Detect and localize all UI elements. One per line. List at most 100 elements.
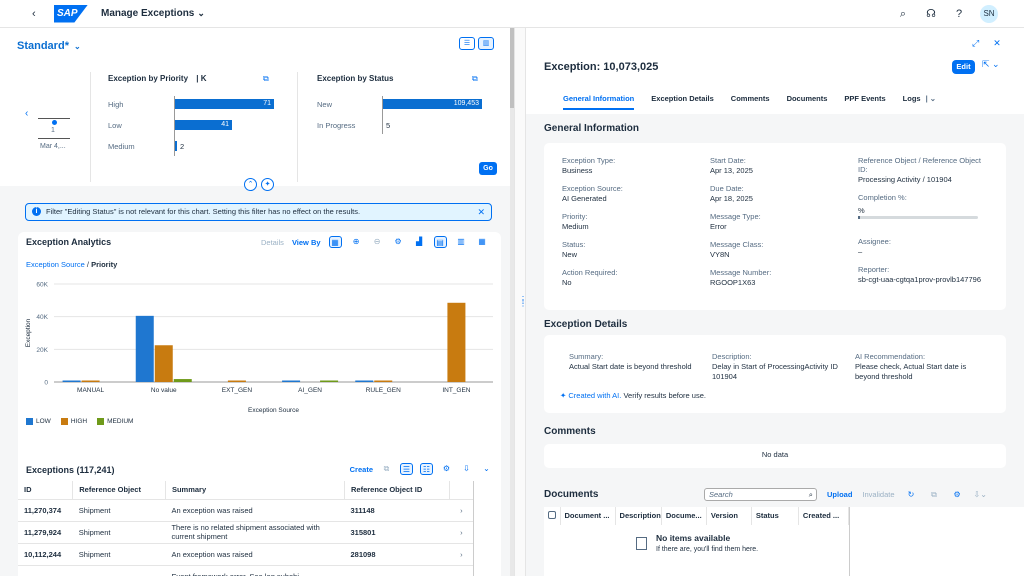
column-header[interactable]: ID — [18, 481, 74, 500]
table-row[interactable]: 11,279,924 Shipment There is no related sh… — [18, 521, 473, 544]
chevron-right-icon[interactable]: › — [449, 521, 473, 544]
timeline-point[interactable] — [52, 120, 57, 125]
tab-logs[interactable]: Logs | ⌄ — [902, 94, 937, 103]
group-icon[interactable]: ☷ — [420, 463, 433, 475]
tab-comments[interactable]: Comments — [730, 94, 770, 103]
create-button[interactable]: Create — [349, 464, 373, 474]
external-link-icon[interactable]: ⧉ — [472, 74, 478, 83]
settings-icon[interactable]: ⚙ — [953, 489, 961, 499]
compact-filter-toggle-icon[interactable]: ☰ — [459, 37, 475, 50]
priority-bar[interactable] — [174, 141, 177, 151]
section-tabs: General Information Exception Details Comm… — [563, 94, 953, 110]
chevron-down-icon[interactable]: ⌄ — [483, 464, 490, 473]
sort-icon[interactable]: ☰ — [400, 463, 413, 475]
external-link-icon[interactable]: ⧉ — [263, 74, 269, 83]
chevron-right-icon[interactable]: › — [449, 543, 473, 566]
table-row[interactable]: 11,270,374 Shipment An exception was raise… — [18, 499, 473, 522]
refresh-icon[interactable]: ↻ — [907, 489, 915, 499]
table-row[interactable]: Event framework error. See log subobj — [18, 565, 473, 576]
column-header[interactable]: Summary — [165, 481, 345, 500]
collapse-header-icon[interactable]: ⌃ — [244, 178, 257, 191]
pane-splitter[interactable]: ⋮ ⋮ — [514, 28, 527, 576]
upload-button[interactable]: Upload — [827, 490, 853, 499]
table-view-icon[interactable]: ▦ — [478, 237, 486, 246]
edit-button[interactable]: Edit — [952, 60, 975, 74]
share-icon[interactable]: ⇱ ⌄ — [982, 59, 1000, 69]
search-icon[interactable]: ⌕ — [899, 8, 907, 20]
table-row[interactable]: 10,112,244 Shipment An exception was raise… — [18, 543, 473, 566]
breadcrumb-link[interactable]: Exception Source — [26, 260, 85, 269]
fullscreen-icon[interactable]: ⤢ — [972, 38, 980, 48]
scrollbar-thumb[interactable] — [510, 28, 514, 108]
variant-selector[interactable]: Standard* ⌄ — [17, 40, 81, 52]
chart-bar[interactable] — [62, 380, 81, 383]
chart-type-icon[interactable]: ▟ — [416, 237, 423, 246]
view-by-button[interactable]: View By — [291, 237, 321, 247]
export-icon[interactable]: ⇩ — [463, 464, 470, 473]
settings-icon[interactable]: ⚙ — [442, 464, 451, 473]
document-search-input[interactable]: Search ⌕ — [704, 488, 817, 501]
priority-row-label: High — [108, 100, 124, 109]
tab-general-information[interactable]: General Information — [563, 94, 635, 110]
legend-item[interactable]: MEDIUM — [97, 418, 133, 425]
go-button[interactable]: Go — [479, 162, 497, 175]
chart-bar[interactable] — [355, 380, 374, 383]
close-icon[interactable]: ✕ — [477, 207, 485, 217]
doc-column-header[interactable]: Description — [615, 507, 662, 526]
tab-exception-details[interactable]: Exception Details — [651, 94, 714, 103]
column-header[interactable]: Reference Object — [72, 481, 166, 500]
search-icon[interactable]: ⌕ — [808, 490, 813, 499]
chart-bar[interactable] — [282, 380, 301, 383]
details-button[interactable]: Details — [261, 237, 284, 247]
table-scrollbar[interactable] — [473, 481, 474, 576]
left-scrollbar[interactable] — [510, 28, 514, 576]
invalidate-button[interactable]: Invalidate — [862, 490, 895, 499]
doc-column-header[interactable]: Document ... — [560, 507, 616, 526]
status-bar[interactable]: 109,453 — [382, 99, 482, 109]
doc-column-header[interactable]: Version — [706, 507, 752, 526]
doc-column-header[interactable]: Docume... — [661, 507, 707, 526]
close-icon[interactable]: ✕ — [993, 38, 1001, 48]
help-icon[interactable]: ? — [955, 8, 963, 20]
chart-bar[interactable] — [81, 380, 100, 383]
chart-bar[interactable] — [135, 315, 154, 382]
chart-bar[interactable] — [173, 379, 192, 382]
chart-view-icon[interactable]: ▤ — [433, 236, 447, 248]
pin-header-icon[interactable]: ✦ — [261, 178, 274, 191]
settings-icon[interactable]: ⚙ — [394, 237, 402, 246]
comments-empty-text: No data — [761, 450, 789, 459]
export-icon[interactable]: ⇩⌄ — [973, 489, 987, 499]
back-button[interactable]: ‹ — [32, 7, 36, 20]
copy-icon[interactable]: ⧉ — [931, 489, 937, 499]
visual-filter-toggle-icon[interactable]: ▥ — [478, 37, 494, 50]
tab-ppf-events[interactable]: PPF Events — [844, 94, 886, 103]
timeline-prev-button[interactable]: ‹ — [25, 108, 29, 119]
priority-bar[interactable]: 71 — [174, 99, 274, 109]
chart-bar[interactable] — [374, 380, 393, 383]
created-with-ai-link[interactable]: Created with AI. — [568, 391, 622, 400]
avatar[interactable]: SN — [980, 5, 998, 23]
copy-icon[interactable]: ⧉ — [383, 464, 390, 473]
legend-item[interactable]: HIGH — [60, 418, 87, 425]
grip-icon[interactable]: ⋮ ⋮ — [519, 295, 527, 308]
select-all-checkbox[interactable] — [544, 507, 561, 526]
chart-bar[interactable] — [320, 380, 339, 383]
zoom-in-icon[interactable]: ⊕ — [352, 237, 360, 246]
chart-bar[interactable] — [154, 345, 173, 382]
headset-icon[interactable]: ☊ — [926, 8, 936, 20]
chevron-right-icon[interactable] — [449, 565, 473, 576]
chevron-right-icon[interactable]: › — [449, 499, 473, 522]
chart-only-icon[interactable]: ▥ — [457, 237, 465, 246]
legend-item[interactable]: LOW — [26, 418, 51, 425]
priority-bar[interactable]: 41 — [174, 120, 232, 130]
doc-column-header[interactable]: Created ... — [798, 507, 850, 526]
zoom-out-icon[interactable]: ⊖ — [373, 237, 381, 246]
chart-bar[interactable] — [447, 302, 466, 382]
column-header[interactable]: Reference Object ID — [344, 481, 451, 500]
tab-documents[interactable]: Documents — [786, 94, 828, 103]
exception-type-value: Business — [562, 166, 593, 175]
legend-toggle-icon[interactable]: ▦ — [328, 236, 342, 248]
doc-column-header[interactable]: Status — [751, 507, 799, 526]
chart-bar[interactable] — [227, 380, 246, 383]
app-title[interactable]: Manage Exceptions ⌄ — [101, 8, 205, 19]
